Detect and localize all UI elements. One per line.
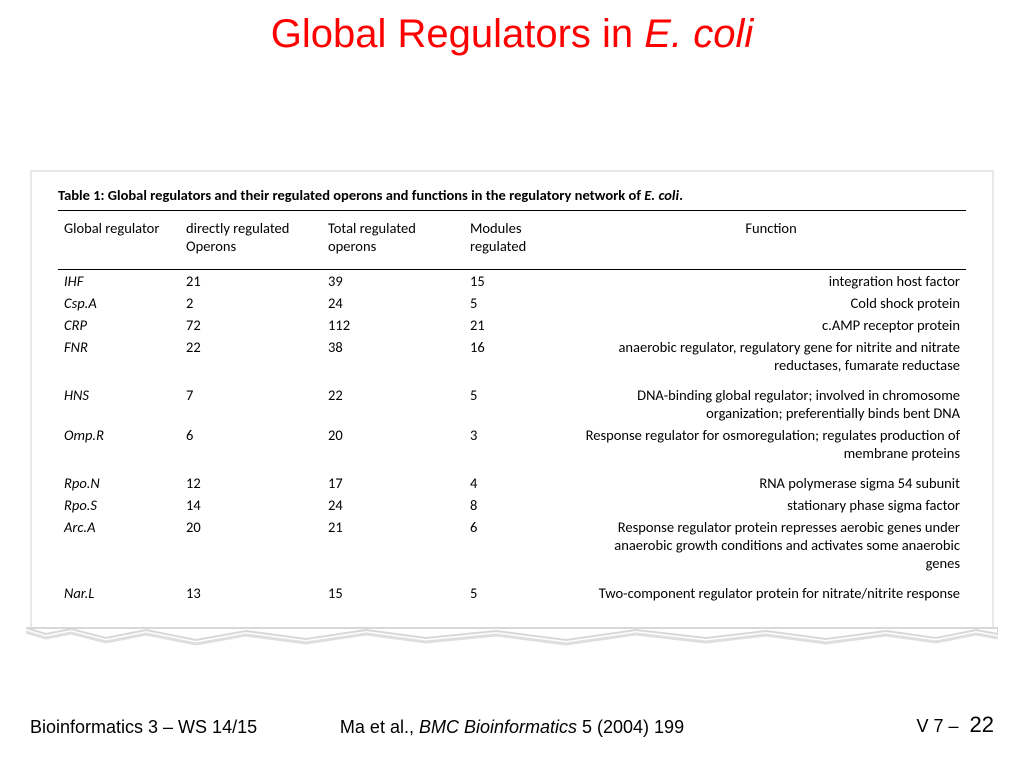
cell-direct: 21 <box>180 270 322 293</box>
table-row: HNS7225DNA-binding global regulator; inv… <box>58 384 966 424</box>
table-row: Omp.R6203Response regulator for osmoregu… <box>58 424 966 472</box>
cell-function: integration host factor <box>576 270 966 293</box>
cell-modules: 21 <box>464 314 576 336</box>
title-species: E. coli <box>644 12 753 56</box>
cell-total: 17 <box>322 472 464 494</box>
col-header-total: Total regulated operons <box>322 211 464 270</box>
table-body: IHF213915integration host factorCsp.A224… <box>58 270 966 605</box>
cell-regulator: CRP <box>58 314 180 336</box>
cell-modules: 8 <box>464 494 576 516</box>
cell-total: 24 <box>322 494 464 516</box>
cell-regulator: Arc.A <box>58 516 180 582</box>
cell-modules: 4 <box>464 472 576 494</box>
col-header-function: Function <box>576 211 966 270</box>
cell-total: 39 <box>322 270 464 293</box>
table-row: IHF213915integration host factor <box>58 270 966 293</box>
footer-citation: Ma et al., BMC Bioinformatics 5 (2004) 1… <box>340 717 684 738</box>
table-row: CRP7211221c.AMP receptor protein <box>58 314 966 336</box>
footer-course: Bioinformatics 3 – WS 14/15 <box>30 717 257 738</box>
cell-direct: 13 <box>180 582 322 604</box>
cell-direct: 72 <box>180 314 322 336</box>
table-header-row: Global regulator directly regulated Oper… <box>58 211 966 270</box>
slide-title: Global Regulators in E. coli <box>0 12 1024 57</box>
footer-right-label: V 7 – <box>916 716 958 736</box>
cell-direct: 14 <box>180 494 322 516</box>
cell-function: DNA-binding global regulator; involved i… <box>576 384 966 424</box>
caption-species: E. coli <box>644 186 679 204</box>
cell-total: 21 <box>322 516 464 582</box>
table-row: Csp.A2245Cold shock protein <box>58 292 966 314</box>
cell-modules: 3 <box>464 424 576 472</box>
slide: Global Regulators in E. coli Table 1: Gl… <box>0 0 1024 768</box>
cell-total: 20 <box>322 424 464 472</box>
cell-modules: 6 <box>464 516 576 582</box>
cell-modules: 5 <box>464 292 576 314</box>
citation-suffix: 5 (2004) 199 <box>577 717 684 737</box>
table-row: Rpo.S14248stationary phase sigma factor <box>58 494 966 516</box>
cell-modules: 5 <box>464 384 576 424</box>
cell-total: 15 <box>322 582 464 604</box>
cell-function: Cold shock protein <box>576 292 966 314</box>
cell-function: Two-component regulator protein for nitr… <box>576 582 966 604</box>
cell-direct: 7 <box>180 384 322 424</box>
table-caption: Table 1: Global regulators and their reg… <box>58 186 966 204</box>
cell-regulator: HNS <box>58 384 180 424</box>
table-row: FNR223816anaerobic regulator, regulatory… <box>58 336 966 384</box>
col-header-direct: directly regulated Operons <box>180 211 322 270</box>
cell-direct: 22 <box>180 336 322 384</box>
citation-prefix: Ma et al., <box>340 717 419 737</box>
cell-regulator: Rpo.S <box>58 494 180 516</box>
cell-function: Response regulator protein represses aer… <box>576 516 966 582</box>
cell-regulator: IHF <box>58 270 180 293</box>
footer-page: V 7 – 22 <box>916 712 994 738</box>
cell-total: 22 <box>322 384 464 424</box>
cell-function: anaerobic regulator, regulatory gene for… <box>576 336 966 384</box>
cell-direct: 12 <box>180 472 322 494</box>
page-number: 22 <box>970 712 994 737</box>
cell-function: Response regulator for osmoregulation; r… <box>576 424 966 472</box>
table-frame: Table 1: Global regulators and their reg… <box>30 170 994 628</box>
cell-function: RNA polymerase sigma 54 subunit <box>576 472 966 494</box>
cell-total: 38 <box>322 336 464 384</box>
table-row: Rpo.N12174RNA polymerase sigma 54 subuni… <box>58 472 966 494</box>
cell-direct: 20 <box>180 516 322 582</box>
cell-direct: 6 <box>180 424 322 472</box>
regulators-table: Global regulator directly regulated Oper… <box>58 210 966 604</box>
title-prefix: Global Regulators in <box>271 12 645 56</box>
col-header-modules: Modules regulated <box>464 211 576 270</box>
cell-direct: 2 <box>180 292 322 314</box>
cell-modules: 15 <box>464 270 576 293</box>
cell-regulator: FNR <box>58 336 180 384</box>
torn-paper-shadow <box>26 626 998 656</box>
cell-regulator: Csp.A <box>58 292 180 314</box>
cell-regulator: Omp.R <box>58 424 180 472</box>
col-header-regulator: Global regulator <box>58 211 180 270</box>
caption-suffix: . <box>679 186 683 204</box>
citation-journal: BMC Bioinformatics <box>419 717 577 737</box>
cell-function: c.AMP receptor protein <box>576 314 966 336</box>
caption-prefix: Table 1: Global regulators and their reg… <box>58 186 644 204</box>
cell-modules: 16 <box>464 336 576 384</box>
cell-total: 112 <box>322 314 464 336</box>
cell-regulator: Nar.L <box>58 582 180 604</box>
cell-modules: 5 <box>464 582 576 604</box>
cell-regulator: Rpo.N <box>58 472 180 494</box>
table-row: Nar.L13155Two-component regulator protei… <box>58 582 966 604</box>
cell-total: 24 <box>322 292 464 314</box>
table-row: Arc.A20216Response regulator protein rep… <box>58 516 966 582</box>
cell-function: stationary phase sigma factor <box>576 494 966 516</box>
